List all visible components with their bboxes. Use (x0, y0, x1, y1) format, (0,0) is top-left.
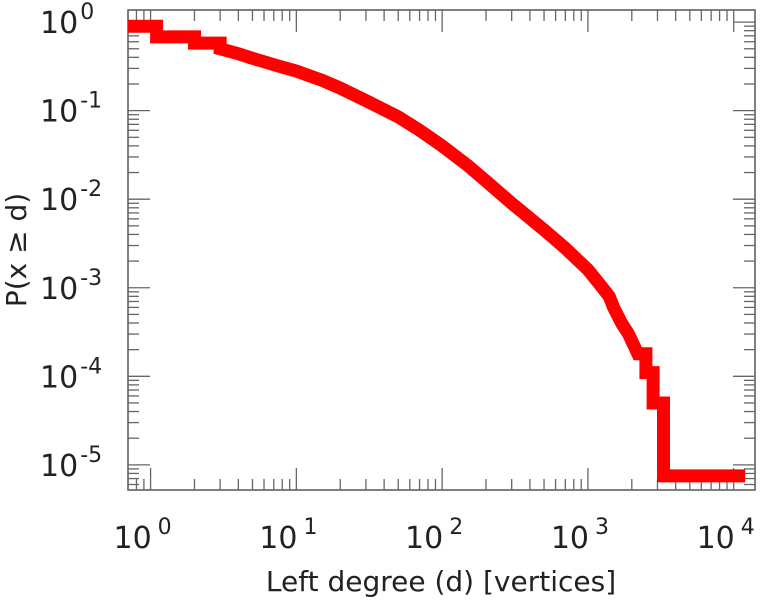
y-tick-labels: 100 10-1 10-2 10-3 10-4 10-5 (40, 0, 102, 484)
y-tick-label: 10-4 (40, 354, 102, 395)
x-tick-label: 10 4 (697, 515, 755, 556)
y-axis-label: P(x ≥ d) (0, 193, 33, 307)
x-tick-label: 10 2 (405, 515, 463, 556)
series-line (128, 19, 746, 483)
series-layer (128, 19, 746, 483)
x-tick-labels: 10 0 10 1 10 2 10 3 10 4 (113, 515, 754, 556)
x-tick-label: 10 0 (113, 515, 171, 556)
major-ticks (128, 10, 755, 490)
y-tick-label: 100 (40, 0, 94, 41)
y-tick-label: 10-5 (40, 443, 102, 484)
x-axis-label: Left degree (d) [vertices] (266, 565, 616, 598)
x-tick-label: 10 3 (551, 515, 609, 556)
x-tick-label: 10 1 (259, 515, 317, 556)
y-tick-label: 10-2 (40, 177, 102, 218)
y-tick-label: 10-1 (40, 89, 102, 130)
y-tick-label: 10-3 (40, 266, 102, 307)
minor-ticks (127, 10, 755, 490)
